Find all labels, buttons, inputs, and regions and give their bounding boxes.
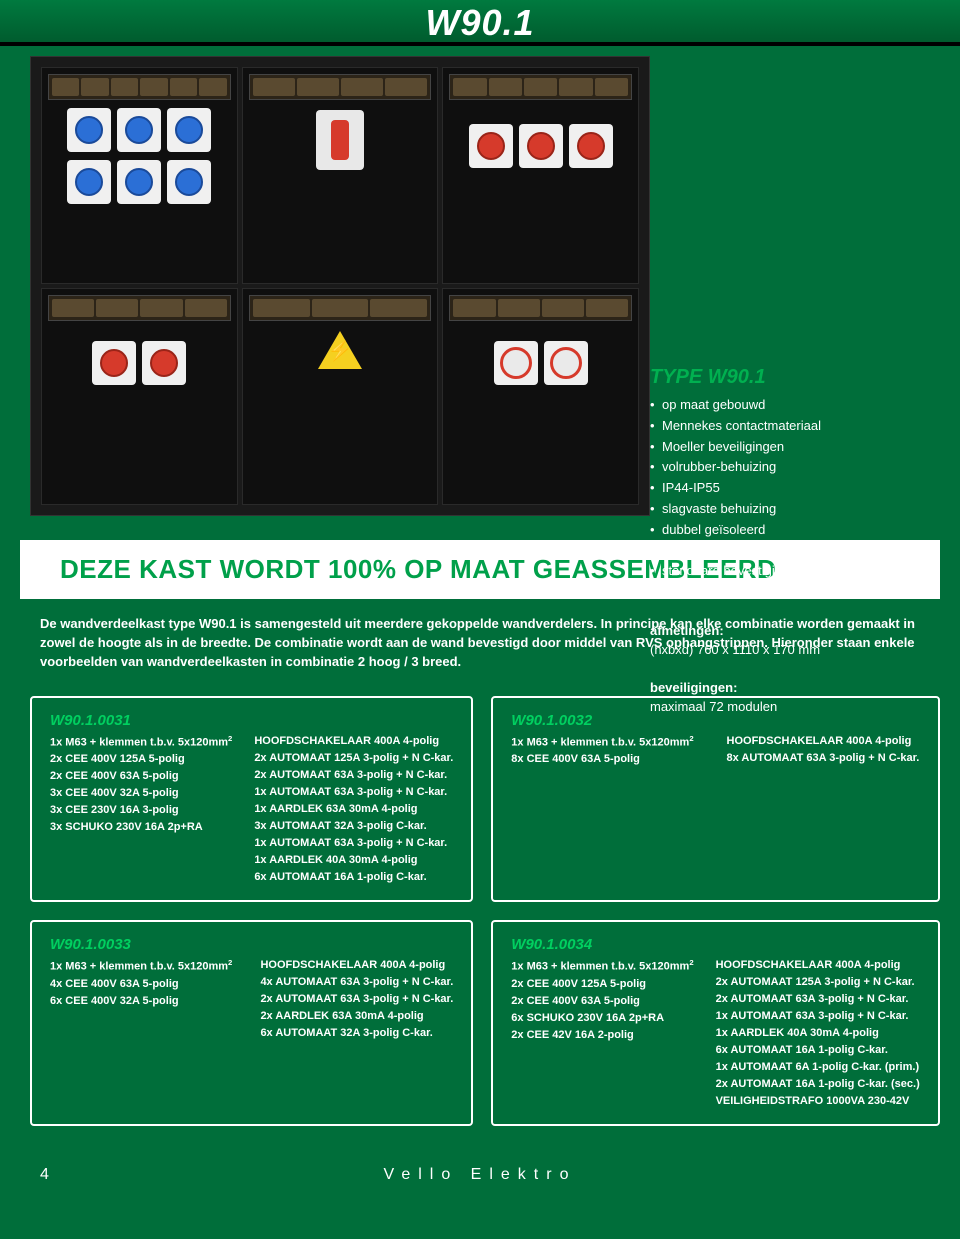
spec-line: 2x AUTOMAAT 63A 3-polig + N C-kar. [254, 767, 453, 784]
product-area: ⚡ TYPE W90.1 op maat gebouwd Mennekes co… [0, 56, 960, 516]
spec-line: 2x AARDLEK 63A 30mA 4-polig [260, 1008, 453, 1025]
spec-line: 2x AUTOMAAT 63A 3-polig + N C-kar. [260, 991, 453, 1008]
spec-item: IP44-IP55 [650, 478, 930, 499]
spec-line: 2x AUTOMAAT 63A 3-polig + N C-kar. [716, 991, 920, 1008]
spec-item: slagvaste behuizing [650, 499, 930, 520]
spec-line: 2x CEE 400V 63A 5-polig [511, 993, 693, 1010]
spec-line: 1x M63 + klemmen t.b.v. 5x120mm2 [511, 957, 693, 976]
product-code: W90.1.0031 [50, 712, 453, 729]
spec-line: 1x AUTOMAAT 63A 3-polig + N C-kar. [254, 835, 453, 852]
product-card: W90.1.0034 1x M63 + klemmen t.b.v. 5x120… [491, 920, 939, 1126]
spec-line: 2x AUTOMAAT 16A 1-polig C-kar. (sec.) [716, 1076, 920, 1093]
spec-line: 1x M63 + klemmen t.b.v. 5x120mm2 [511, 733, 704, 752]
spec-line: 1x M63 + klemmen t.b.v. 5x120mm2 [50, 957, 238, 976]
spec-line: 2x AUTOMAAT 125A 3-polig + N C-kar. [254, 750, 453, 767]
bev-value: maximaal 72 modulen [650, 697, 930, 717]
spec-line: 6x SCHUKO 230V 16A 2p+RA [511, 1010, 693, 1027]
product-code: W90.1.0033 [50, 936, 453, 953]
spec-line: 3x SCHUKO 230V 16A 2p+RA [50, 819, 232, 836]
spec-line: 3x CEE 230V 16A 3-polig [50, 802, 232, 819]
product-image: ⚡ [30, 56, 650, 516]
specs-block: TYPE W90.1 op maat gebouwd Mennekes cont… [650, 366, 930, 717]
specs-list: op maat gebouwd Mennekes contactmateriaa… [650, 395, 930, 603]
bev-title: beveiligingen: [650, 678, 930, 698]
product-code: W90.1.0034 [511, 936, 919, 953]
product-card: W90.1.0032 1x M63 + klemmen t.b.v. 5x120… [491, 696, 939, 902]
spec-line: 8x AUTOMAAT 63A 3-polig + N C-kar. [727, 750, 920, 767]
spec-item: volrubber-behuizing [650, 457, 930, 478]
spec-line: VEILIGHEIDSTRAFO 1000VA 230-42V [716, 1093, 920, 1110]
spec-line: 6x AUTOMAAT 32A 3-polig C-kar. [260, 1025, 453, 1042]
spec-line: 2x CEE 400V 63A 5-polig [50, 768, 232, 785]
spec-line: 2x CEE 400V 125A 5-polig [50, 751, 232, 768]
products-grid: W90.1.0031 1x M63 + klemmen t.b.v. 5x120… [0, 682, 960, 1147]
header-band: W90.1 [0, 0, 960, 46]
spec-line: 1x M63 + klemmen t.b.v. 5x120mm2 [50, 733, 232, 752]
spec-line: 6x AUTOMAAT 16A 1-polig C-kar. [254, 869, 453, 886]
spec-item: CE-gecertificeerd [650, 582, 930, 603]
spec-line: 6x AUTOMAAT 16A 1-polig C-kar. [716, 1042, 920, 1059]
product-card: W90.1.0031 1x M63 + klemmen t.b.v. 5x120… [30, 696, 473, 902]
spec-line: 8x CEE 400V 63A 5-polig [511, 751, 704, 768]
warning-icon: ⚡ [318, 331, 362, 369]
spec-line: 3x AUTOMAAT 32A 3-polig C-kar. [254, 818, 453, 835]
spec-item: op maat gebouwd [650, 395, 930, 416]
dim-title: afmetingen: [650, 621, 930, 641]
spec-item: standaard bevestigingspunten [650, 561, 930, 582]
spec-line: 1x AARDLEK 40A 30mA 4-polig [254, 852, 453, 869]
page-number: 4 [40, 1166, 49, 1184]
spec-line: 4x AUTOMAAT 63A 3-polig + N C-kar. [260, 974, 453, 991]
dim-value: (hxbxd) 760 x 1110 x 170 mm [650, 640, 930, 660]
spec-item: slagvaste klapdeksels [650, 541, 930, 562]
spec-line: HOOFDSCHAKELAAR 400A 4-polig [716, 957, 920, 974]
spec-line: HOOFDSCHAKELAAR 400A 4-polig [260, 957, 453, 974]
footer: 4 Vello Elektro [0, 1146, 960, 1202]
spec-item: Moeller beveiligingen [650, 437, 930, 458]
footer-brand: Vello Elektro [384, 1166, 577, 1183]
specs-title: TYPE W90.1 [650, 366, 930, 389]
spec-item: dubbel geïsoleerd [650, 520, 930, 541]
spec-line: 4x CEE 400V 63A 5-polig [50, 976, 238, 993]
spec-line: HOOFDSCHAKELAAR 400A 4-polig [727, 733, 920, 750]
spec-line: 1x AUTOMAAT 6A 1-polig C-kar. (prim.) [716, 1059, 920, 1076]
spec-line: HOOFDSCHAKELAAR 400A 4-polig [254, 733, 453, 750]
spec-line: 1x AARDLEK 63A 30mA 4-polig [254, 801, 453, 818]
spec-line: 3x CEE 400V 32A 5-polig [50, 785, 232, 802]
product-card: W90.1.0033 1x M63 + klemmen t.b.v. 5x120… [30, 920, 473, 1126]
spec-line: 6x CEE 400V 32A 5-polig [50, 993, 238, 1010]
spec-line: 1x AUTOMAAT 63A 3-polig + N C-kar. [716, 1008, 920, 1025]
spec-line: 2x CEE 42V 16A 2-polig [511, 1027, 693, 1044]
spec-line: 2x CEE 400V 125A 5-polig [511, 976, 693, 993]
spec-item: Mennekes contactmateriaal [650, 416, 930, 437]
page-title: W90.1 [425, 2, 534, 44]
spec-line: 1x AARDLEK 40A 30mA 4-polig [716, 1025, 920, 1042]
spec-line: 2x AUTOMAAT 125A 3-polig + N C-kar. [716, 974, 920, 991]
spec-line: 1x AUTOMAAT 63A 3-polig + N C-kar. [254, 784, 453, 801]
